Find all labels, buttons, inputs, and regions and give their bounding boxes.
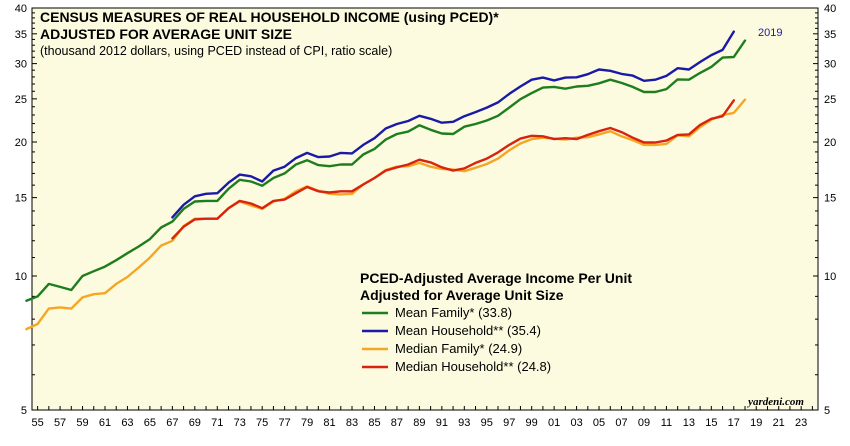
x-tick-label: 87 xyxy=(391,417,403,429)
series-lines xyxy=(25,30,747,331)
y-tick-label-right: 25 xyxy=(824,94,836,106)
plot-area xyxy=(31,7,819,411)
legend-label-mean-household: Mean Household** (35.4) xyxy=(395,323,541,338)
x-tick-label: 95 xyxy=(481,417,493,429)
x-tick-label: 19 xyxy=(750,417,762,429)
x-tick-label: 63 xyxy=(121,417,133,429)
legend-label-median-family: Median Family* (24.9) xyxy=(395,341,522,356)
x-tick-label: 97 xyxy=(503,417,515,429)
y-tick-label-left: 40 xyxy=(15,3,27,15)
x-tick-label: 69 xyxy=(189,417,201,429)
x-tick-label: 11 xyxy=(661,417,672,429)
y-tick-label-right: 15 xyxy=(824,193,836,205)
x-tick-label: 09 xyxy=(638,417,650,429)
x-tick-label: 01 xyxy=(548,417,560,429)
x-tick-label: 21 xyxy=(773,417,785,429)
series-line-median-household xyxy=(171,99,735,240)
legend-label-median-household: Median Household** (24.8) xyxy=(395,359,551,374)
x-tick-label: 15 xyxy=(705,417,717,429)
x-tick-label: 75 xyxy=(256,417,268,429)
x-tick-label: 07 xyxy=(615,417,627,429)
x-tick-label: 05 xyxy=(593,417,605,429)
x-tick-label: 61 xyxy=(99,417,111,429)
x-tick-label: 93 xyxy=(458,417,470,429)
y-tick-label-left: 5 xyxy=(21,405,27,417)
y-tick-label-right: 30 xyxy=(824,59,836,71)
legend: PCED-Adjusted Average Income Per Unit Ad… xyxy=(360,270,632,374)
x-tick-label: 03 xyxy=(570,417,582,429)
chart-subtitle: (thousand 2012 dollars, using PCED inste… xyxy=(40,44,392,58)
x-tick-label: 71 xyxy=(211,417,223,429)
chart-title-line1: CENSUS MEASURES OF REAL HOUSEHOLD INCOME… xyxy=(40,9,499,25)
x-tick-label: 89 xyxy=(413,417,425,429)
series-line-mean-household xyxy=(171,30,735,219)
y-axis-left: 5 10 15 20 25 30 35 40 xyxy=(15,3,37,417)
x-tick-label: 17 xyxy=(728,417,740,429)
legend-title-line2: Adjusted for Average Unit Size xyxy=(360,287,564,303)
x-axis: 55 57 59 61 63 65 67 69 71 73 75 77 79 81 83 85 87 89 91 93… xyxy=(31,417,807,429)
x-tick-label: 67 xyxy=(166,417,178,429)
x-tick-marks xyxy=(37,406,813,410)
x-tick-label: 85 xyxy=(368,417,380,429)
x-tick-label: 73 xyxy=(234,417,246,429)
y-tick-label-left: 25 xyxy=(15,94,27,106)
series-line-mean-family xyxy=(25,39,747,302)
y-tick-label-left: 35 xyxy=(15,29,27,41)
x-tick-label: 65 xyxy=(144,417,156,429)
y-tick-label-left: 30 xyxy=(15,59,27,71)
legend-label-mean-family: Mean Family* (33.8) xyxy=(395,305,512,320)
x-tick-label: 57 xyxy=(54,417,66,429)
y-tick-label-right: 5 xyxy=(824,405,830,417)
y-tick-label-left: 20 xyxy=(15,137,27,149)
chart-title-line2: ADJUSTED FOR AVERAGE UNIT SIZE xyxy=(40,26,292,42)
x-tick-label: 59 xyxy=(76,417,88,429)
y-axis-right: 5 10 15 20 25 30 35 40 xyxy=(813,3,836,417)
x-tick-label: 13 xyxy=(683,417,695,429)
end-year-label: 2019 xyxy=(758,27,782,39)
x-tick-label: 83 xyxy=(346,417,358,429)
y-tick-label-right: 35 xyxy=(824,29,836,41)
x-tick-label: 99 xyxy=(526,417,538,429)
x-tick-label: 91 xyxy=(436,417,448,429)
y-tick-label-left: 10 xyxy=(15,271,27,283)
y-tick-label-right: 20 xyxy=(824,137,836,149)
y-tick-label-right: 40 xyxy=(824,3,836,15)
x-tick-label: 77 xyxy=(279,417,291,429)
x-tick-label: 23 xyxy=(795,417,807,429)
x-tick-label: 55 xyxy=(31,417,43,429)
x-tick-label: 81 xyxy=(323,417,335,429)
y-tick-label-right: 10 xyxy=(824,271,836,283)
watermark: yardeni.com xyxy=(746,396,804,408)
legend-title-line1: PCED-Adjusted Average Income Per Unit xyxy=(360,270,632,286)
y-tick-label-left: 15 xyxy=(15,193,27,205)
x-tick-label: 79 xyxy=(301,417,313,429)
